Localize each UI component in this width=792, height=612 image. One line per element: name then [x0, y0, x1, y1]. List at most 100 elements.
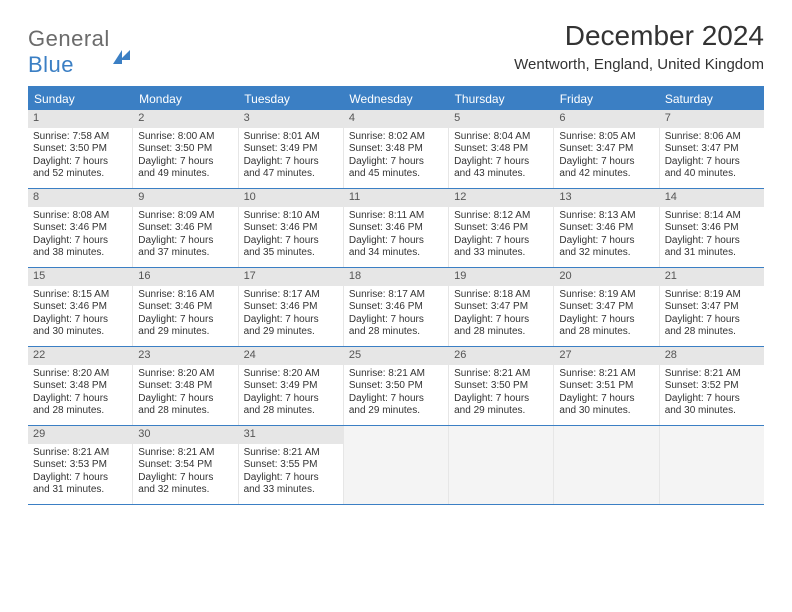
day-number: 14 — [660, 189, 764, 207]
sunrise-text: Sunrise: 8:15 AM — [33, 289, 127, 302]
sunrise-text: Sunrise: 8:14 AM — [665, 210, 759, 223]
day-number: 9 — [133, 189, 237, 207]
daylight-text: Daylight: 7 hours and 28 minutes. — [138, 393, 232, 418]
daylight-text: Daylight: 7 hours and 32 minutes. — [559, 235, 653, 260]
sunrise-text: Sunrise: 8:00 AM — [138, 131, 232, 144]
sunset-text: Sunset: 3:48 PM — [33, 380, 127, 393]
sunrise-text: Sunrise: 8:12 AM — [454, 210, 548, 223]
sunset-text: Sunset: 3:46 PM — [665, 222, 759, 235]
sunrise-text: Sunrise: 8:18 AM — [454, 289, 548, 302]
dow-wednesday: Wednesday — [343, 88, 448, 110]
sunset-text: Sunset: 3:47 PM — [559, 301, 653, 314]
daylight-text: Daylight: 7 hours and 29 minutes. — [138, 314, 232, 339]
calendar-day: 19Sunrise: 8:18 AMSunset: 3:47 PMDayligh… — [449, 268, 554, 346]
daylight-text: Daylight: 7 hours and 40 minutes. — [665, 156, 759, 181]
calendar-day-empty: . — [449, 426, 554, 504]
sunset-text: Sunset: 3:46 PM — [349, 222, 443, 235]
day-number: 29 — [28, 426, 132, 444]
logo-triangle2-icon — [120, 33, 130, 60]
calendar-day: 11Sunrise: 8:11 AMSunset: 3:46 PMDayligh… — [344, 189, 449, 267]
daylight-text: Daylight: 7 hours and 33 minutes. — [454, 235, 548, 260]
sunrise-text: Sunrise: 8:21 AM — [665, 368, 759, 381]
daylight-text: Daylight: 7 hours and 35 minutes. — [244, 235, 338, 260]
sunrise-text: Sunrise: 8:06 AM — [665, 131, 759, 144]
daylight-text: Daylight: 7 hours and 28 minutes. — [349, 314, 443, 339]
daylight-text: Daylight: 7 hours and 28 minutes. — [559, 314, 653, 339]
daylight-text: Daylight: 7 hours and 52 minutes. — [33, 156, 127, 181]
calendar: Sunday Monday Tuesday Wednesday Thursday… — [28, 86, 764, 505]
sunrise-text: Sunrise: 8:05 AM — [559, 131, 653, 144]
day-of-week-header: Sunday Monday Tuesday Wednesday Thursday… — [28, 88, 764, 110]
calendar-day: 21Sunrise: 8:19 AMSunset: 3:47 PMDayligh… — [660, 268, 764, 346]
day-number: 6 — [554, 110, 658, 128]
sunrise-text: Sunrise: 8:19 AM — [665, 289, 759, 302]
dow-thursday: Thursday — [449, 88, 554, 110]
calendar-day: 7 Sunrise: 8:06 AMSunset: 3:47 PMDaylight… — [660, 110, 764, 188]
page-subtitle: Wentworth, England, United Kingdom — [514, 56, 764, 73]
calendar-day: 25Sunrise: 8:21 AMSunset: 3:50 PMDayligh… — [344, 347, 449, 425]
sunrise-text: Sunrise: 8:21 AM — [138, 447, 232, 460]
calendar-week: 29 Sunrise: 8:21 AM Sunset: 3:53 PMDayligh… — [28, 426, 764, 505]
daylight-text: Daylight: 7 hours and 49 minutes. — [138, 156, 232, 181]
calendar-day: 29Sunrise: 8:21 AMSunset: 3:53 PMDayligh… — [28, 426, 133, 504]
sunrise-text: Sunrise: 8:21 AM — [454, 368, 548, 381]
day-number: 17 — [239, 268, 343, 286]
day-number: 7 — [660, 110, 764, 128]
sunset-text: Sunset: 3:50 PM — [138, 143, 232, 156]
sunset-text: Sunset: 3:49 PM — [244, 143, 338, 156]
calendar-day: 20Sunrise: 8:19 AMSunset: 3:47 PMDayligh… — [554, 268, 659, 346]
sunrise-text: Sunrise: 7:58 AM — [33, 131, 127, 144]
sunrise-text: Sunrise: 8:01 AM — [244, 131, 338, 144]
calendar-day: 17Sunrise: 8:17 AMSunset: 3:46 PMDayligh… — [239, 268, 344, 346]
sunset-text: Sunset: 3:46 PM — [33, 301, 127, 314]
day-number: 16 — [133, 268, 237, 286]
day-number: 15 — [28, 268, 132, 286]
sunrise-text: Sunrise: 8:17 AM — [244, 289, 338, 302]
calendar-day: 12Sunrise: 8:12 AMSunset: 3:46 PMDayligh… — [449, 189, 554, 267]
daylight-text: Daylight: 7 hours and 37 minutes. — [138, 235, 232, 260]
day-number: 3 — [239, 110, 343, 128]
sunset-text: Sunset: 3:46 PM — [244, 301, 338, 314]
day-number: 8 — [28, 189, 132, 207]
daylight-text: Daylight: 7 hours and 29 minutes. — [349, 393, 443, 418]
page-title: December 2024 — [514, 20, 764, 52]
sunset-text: Sunset: 3:47 PM — [665, 143, 759, 156]
sunrise-text: Sunrise: 8:19 AM — [559, 289, 653, 302]
day-number: 11 — [344, 189, 448, 207]
daylight-text: Daylight: 7 hours and 31 minutes. — [33, 472, 127, 497]
day-number: 13 — [554, 189, 658, 207]
sunrise-text: Sunrise: 8:09 AM — [138, 210, 232, 223]
sunset-text: Sunset: 3:54 PM — [138, 459, 232, 472]
calendar-day: 30Sunrise: 8:21 AMSunset: 3:54 PMDayligh… — [133, 426, 238, 504]
sunrise-text: Sunrise: 8:10 AM — [244, 210, 338, 223]
daylight-text: Daylight: 7 hours and 45 minutes. — [349, 156, 443, 181]
calendar-day-empty: . — [660, 426, 764, 504]
sunset-text: Sunset: 3:47 PM — [559, 143, 653, 156]
sunrise-text: Sunrise: 8:20 AM — [138, 368, 232, 381]
sunrise-text: Sunrise: 8:20 AM — [33, 368, 127, 381]
daylight-text: Daylight: 7 hours and 34 minutes. — [349, 235, 443, 260]
sunrise-text: Sunrise: 8:08 AM — [33, 210, 127, 223]
daylight-text: Daylight: 7 hours and 42 minutes. — [559, 156, 653, 181]
sunset-text: Sunset: 3:46 PM — [559, 222, 653, 235]
dow-saturday: Saturday — [659, 88, 764, 110]
title-block: December 2024 Wentworth, England, United… — [514, 20, 764, 73]
calendar-day: 2Sunrise: 8:00 AMSunset: 3:50 PMDaylight… — [133, 110, 238, 188]
sunset-text: Sunset: 3:46 PM — [138, 301, 232, 314]
day-number: 12 — [449, 189, 553, 207]
day-number: 27 — [554, 347, 658, 365]
sunset-text: Sunset: 3:53 PM — [33, 459, 127, 472]
day-number: 4 — [344, 110, 448, 128]
logo: General Blue — [28, 26, 130, 78]
calendar-day: 1Sunrise: 7:58 AMSunset: 3:50 PMDaylight… — [28, 110, 133, 188]
page: General Blue December 2024 Wentworth, En… — [0, 0, 792, 525]
day-number: 10 — [239, 189, 343, 207]
daylight-text: Daylight: 7 hours and 30 minutes. — [665, 393, 759, 418]
logo-text-general: General — [28, 26, 110, 51]
sunrise-text: Sunrise: 8:13 AM — [559, 210, 653, 223]
sunset-text: Sunset: 3:47 PM — [454, 301, 548, 314]
day-number: 22 — [28, 347, 132, 365]
sunset-text: Sunset: 3:46 PM — [138, 222, 232, 235]
sunset-text: Sunset: 3:50 PM — [33, 143, 127, 156]
calendar-day: 23Sunrise: 8:20 AMSunset: 3:48 PMDayligh… — [133, 347, 238, 425]
